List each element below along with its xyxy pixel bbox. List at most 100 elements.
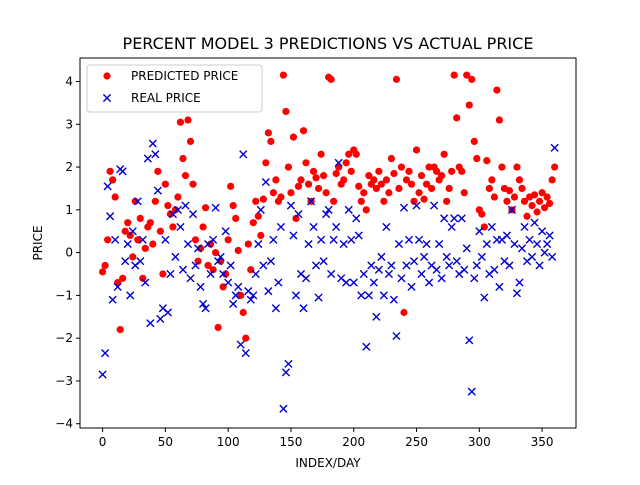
real-point bbox=[517, 244, 527, 253]
predicted-point bbox=[450, 71, 458, 79]
predicted-point bbox=[330, 197, 338, 205]
predicted-point bbox=[111, 193, 119, 201]
real-point bbox=[309, 222, 318, 232]
real-point bbox=[430, 201, 439, 210]
real-point bbox=[276, 222, 286, 232]
real-point bbox=[123, 239, 132, 249]
predicted-point bbox=[264, 129, 272, 137]
predicted-point bbox=[392, 75, 401, 83]
real-point bbox=[329, 235, 338, 244]
real-point bbox=[183, 239, 193, 249]
predicted-point bbox=[400, 308, 408, 317]
real-point bbox=[314, 293, 323, 302]
predicted-point bbox=[154, 167, 162, 175]
predicted-point bbox=[229, 201, 237, 210]
predicted-point bbox=[420, 195, 428, 203]
real-point bbox=[219, 269, 228, 279]
real-point bbox=[311, 261, 321, 270]
real-point bbox=[450, 214, 459, 223]
predicted-point bbox=[360, 189, 368, 197]
real-point bbox=[294, 210, 303, 219]
legend-predicted-symbol bbox=[103, 72, 111, 80]
real-point bbox=[332, 222, 341, 232]
predicted-point bbox=[134, 236, 142, 244]
predicted-point bbox=[340, 176, 348, 184]
real-point bbox=[472, 261, 481, 270]
predicted-point bbox=[184, 116, 192, 124]
predicted-point bbox=[342, 159, 350, 167]
real-point bbox=[151, 150, 160, 159]
predicted-point bbox=[377, 180, 385, 188]
real-point bbox=[256, 205, 265, 214]
predicted-point bbox=[460, 189, 468, 197]
real-point bbox=[352, 214, 361, 223]
real-point bbox=[261, 177, 270, 187]
legend-marker-real bbox=[102, 93, 112, 103]
y-tick-label: 1 bbox=[65, 203, 73, 217]
real-point bbox=[206, 269, 215, 279]
real-point bbox=[224, 278, 233, 287]
real-point bbox=[284, 359, 293, 368]
real-point bbox=[367, 261, 376, 270]
legend-marker-predicted bbox=[103, 72, 111, 80]
predicted-point bbox=[465, 101, 473, 109]
real-point bbox=[409, 257, 419, 266]
predicted-point bbox=[136, 214, 144, 223]
predicted-point bbox=[194, 257, 202, 265]
y-tick-label: −4 bbox=[55, 417, 73, 431]
real-point bbox=[249, 291, 258, 300]
legend-label-predicted: PREDICTED PRICE bbox=[131, 69, 238, 83]
chart-title: PERCENT MODEL 3 PREDICTIONS VS ACTUAL PR… bbox=[123, 34, 534, 53]
real-point bbox=[196, 282, 205, 291]
real-point bbox=[512, 289, 522, 298]
real-point bbox=[372, 312, 381, 321]
real-point bbox=[181, 201, 190, 210]
predicted-point bbox=[530, 191, 539, 199]
predicted-point bbox=[169, 223, 177, 231]
predicted-point bbox=[332, 169, 340, 178]
predicted-point bbox=[129, 253, 137, 261]
predicted-point bbox=[294, 182, 303, 190]
real-point bbox=[269, 235, 278, 244]
real-point bbox=[101, 349, 110, 358]
x-axis-label: INDEX/DAY bbox=[295, 456, 361, 470]
predicted-point bbox=[179, 154, 187, 163]
predicted-point bbox=[407, 180, 416, 188]
real-point bbox=[424, 278, 434, 287]
real-point bbox=[264, 287, 273, 296]
predicted-point bbox=[126, 231, 134, 240]
real-point bbox=[193, 244, 203, 253]
predicted-point bbox=[543, 193, 551, 201]
predicted-point bbox=[189, 180, 197, 188]
real-point bbox=[271, 304, 280, 313]
predicted-point bbox=[412, 146, 421, 154]
real-point bbox=[103, 182, 112, 191]
real-point bbox=[527, 252, 537, 261]
real-point bbox=[543, 239, 552, 249]
predicted-point bbox=[468, 75, 476, 83]
predicted-point bbox=[201, 204, 210, 212]
predicted-point bbox=[99, 268, 107, 276]
predicted-point bbox=[327, 75, 335, 83]
real-point bbox=[301, 274, 311, 283]
predicted-point bbox=[124, 219, 132, 227]
real-point bbox=[364, 291, 373, 300]
real-point bbox=[347, 235, 356, 244]
real-point bbox=[354, 231, 363, 240]
real-point bbox=[397, 274, 406, 283]
real-point bbox=[487, 222, 496, 232]
real-point bbox=[229, 299, 238, 309]
predicted-point bbox=[191, 236, 200, 244]
x-tick-label: 250 bbox=[405, 435, 428, 449]
real-point bbox=[470, 274, 479, 283]
real-point bbox=[246, 295, 255, 304]
real-point bbox=[467, 387, 476, 396]
predicted-point bbox=[237, 291, 245, 299]
real-point bbox=[515, 278, 524, 287]
predicted-point bbox=[355, 182, 363, 190]
predicted-point bbox=[365, 172, 373, 180]
legend-box bbox=[86, 64, 263, 113]
predicted-point bbox=[395, 184, 403, 193]
predicted-point bbox=[503, 197, 511, 205]
